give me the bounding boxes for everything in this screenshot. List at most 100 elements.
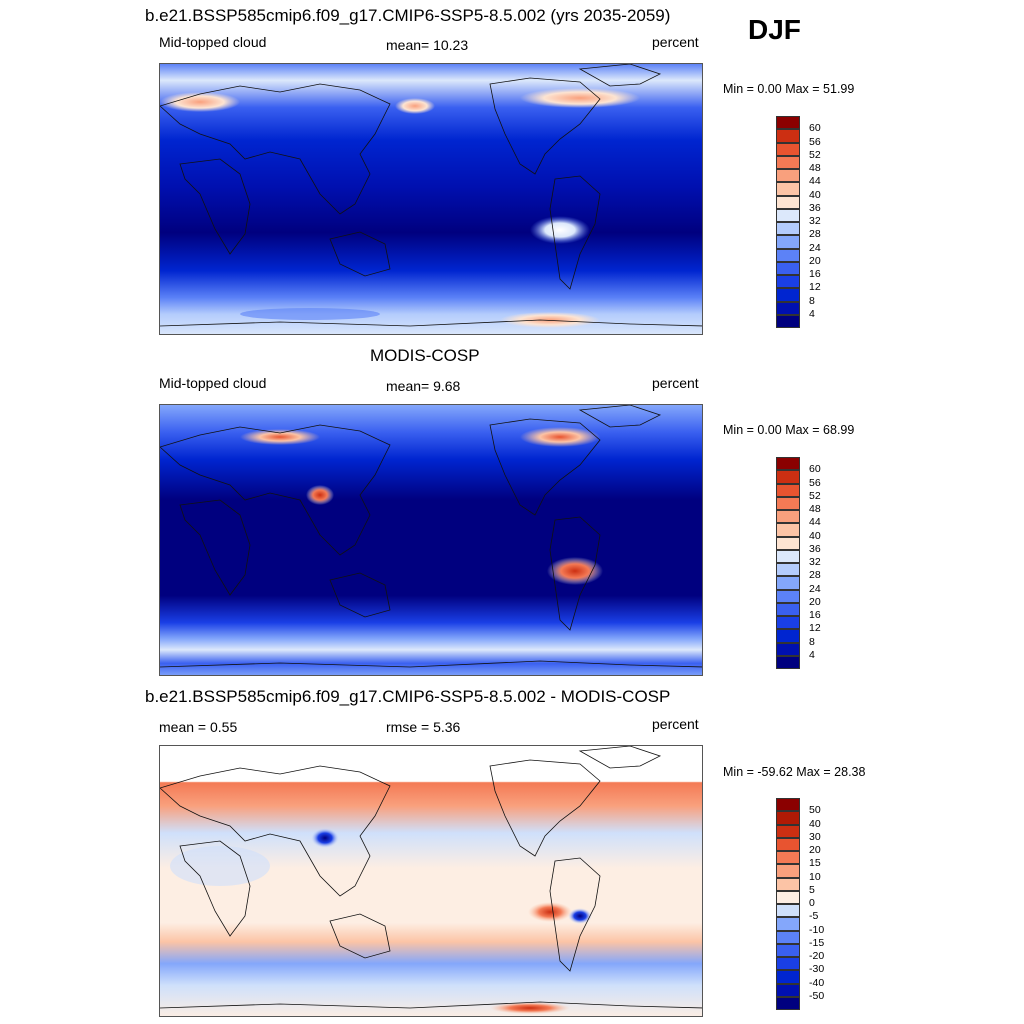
colorbar-swatch bbox=[776, 877, 800, 891]
colorbar-tick-label: -30 bbox=[809, 963, 825, 976]
colorbar-swatch bbox=[776, 930, 800, 944]
colorbar-swatch bbox=[776, 301, 800, 315]
colorbar-tick-label: 52 bbox=[809, 148, 821, 161]
colorbar-tick-label: 15 bbox=[809, 857, 821, 870]
panel1-map-field bbox=[160, 64, 702, 334]
panel2-coastlines bbox=[160, 405, 702, 668]
panel3-colorbar bbox=[776, 798, 800, 1010]
panel2-minmax: Min = 0.00 Max = 68.99 bbox=[723, 423, 855, 437]
panel3-minmax: Min = -59.62 Max = 28.38 bbox=[723, 765, 866, 779]
colorbar-tick-label: 48 bbox=[809, 162, 821, 174]
colorbar-tick-label: 0 bbox=[809, 897, 815, 909]
panel3-center-label: rmse = 5.36 bbox=[386, 719, 461, 735]
colorbar-tick-label: 20 bbox=[809, 844, 821, 856]
colorbar-tick-label: -40 bbox=[809, 976, 825, 989]
colorbar-tick-label: 8 bbox=[809, 635, 815, 648]
colorbar-tick-label: -5 bbox=[809, 910, 819, 923]
panel2-units: percent bbox=[652, 375, 699, 391]
colorbar-tick-label: 20 bbox=[809, 254, 821, 267]
colorbar-tick-label: 40 bbox=[809, 529, 821, 542]
colorbar-tick-label: 24 bbox=[809, 241, 821, 254]
panel3-map-field bbox=[160, 746, 702, 1016]
colorbar-tick-label: 12 bbox=[809, 281, 821, 294]
panel3-map bbox=[159, 745, 703, 1017]
colorbar-tick-label: 44 bbox=[809, 175, 821, 188]
colorbar-swatch bbox=[776, 483, 800, 497]
panel1-left-label: Mid-topped cloud bbox=[159, 34, 267, 50]
colorbar-tick-label: 28 bbox=[809, 228, 821, 241]
colorbar-swatch bbox=[776, 523, 800, 537]
panel2-title: MODIS-COSP bbox=[370, 346, 480, 365]
colorbar-swatch bbox=[776, 576, 800, 590]
colorbar-swatch bbox=[776, 957, 800, 971]
colorbar-swatch bbox=[776, 549, 800, 563]
panel1-colorbar bbox=[776, 116, 800, 328]
colorbar-swatch bbox=[776, 208, 800, 222]
colorbar-swatch bbox=[776, 837, 800, 851]
panel1-minmax: Min = 0.00 Max = 51.99 bbox=[723, 82, 855, 96]
panel1-map bbox=[159, 63, 703, 335]
colorbar-tick-label: 4 bbox=[809, 648, 815, 661]
colorbar-swatch bbox=[776, 904, 800, 918]
colorbar-swatch bbox=[776, 261, 800, 275]
colorbar-tick-label: 24 bbox=[809, 582, 821, 595]
panel1-center-label: mean= 10.23 bbox=[386, 37, 469, 53]
colorbar-tick-label: -15 bbox=[809, 936, 825, 949]
panel1-title: b.e21.BSSP585cmip6.f09_g17.CMIP6-SSP5-8.… bbox=[145, 6, 671, 25]
colorbar-tick-label: -50 bbox=[809, 989, 825, 1002]
colorbar-swatch bbox=[776, 602, 800, 616]
colorbar-swatch bbox=[776, 116, 800, 130]
colorbar-tick-label: 5 bbox=[809, 883, 815, 896]
panel3-coastlines bbox=[160, 746, 702, 1009]
colorbar-swatch bbox=[776, 169, 800, 183]
colorbar-tick-label: 56 bbox=[809, 135, 821, 148]
colorbar-swatch bbox=[776, 182, 800, 196]
colorbar-swatch bbox=[776, 142, 800, 156]
colorbar-swatch bbox=[776, 996, 800, 1010]
colorbar-swatch bbox=[776, 457, 800, 471]
colorbar-swatch bbox=[776, 235, 800, 249]
panel2-left-label: Mid-topped cloud bbox=[159, 375, 267, 391]
colorbar-tick-label: 20 bbox=[809, 595, 821, 608]
colorbar-tick-label: 32 bbox=[809, 556, 821, 568]
colorbar-tick-label: 40 bbox=[809, 188, 821, 201]
colorbar-swatch bbox=[776, 917, 800, 931]
colorbar-tick-label: 36 bbox=[809, 201, 821, 214]
panel3-units: percent bbox=[652, 716, 699, 732]
colorbar-swatch bbox=[776, 470, 800, 484]
colorbar-swatch bbox=[776, 222, 800, 236]
colorbar-tick-label: 16 bbox=[809, 609, 821, 621]
colorbar-swatch bbox=[776, 798, 800, 812]
colorbar-swatch bbox=[776, 629, 800, 643]
colorbar-swatch bbox=[776, 496, 800, 510]
colorbar-swatch bbox=[776, 890, 800, 904]
colorbar-tick-label: -20 bbox=[809, 950, 825, 962]
panel2-map-field bbox=[160, 405, 702, 675]
panel1-units: percent bbox=[652, 34, 699, 50]
colorbar-swatch bbox=[776, 616, 800, 630]
colorbar-swatch bbox=[776, 642, 800, 656]
colorbar-tick-label: 48 bbox=[809, 503, 821, 515]
colorbar-tick-label: 10 bbox=[809, 870, 821, 883]
colorbar-swatch bbox=[776, 983, 800, 997]
colorbar-swatch bbox=[776, 510, 800, 524]
colorbar-swatch bbox=[776, 195, 800, 209]
colorbar-tick-label: 4 bbox=[809, 307, 815, 320]
panel1-coastlines bbox=[160, 64, 702, 327]
colorbar-tick-label: 16 bbox=[809, 268, 821, 280]
colorbar-tick-label: 40 bbox=[809, 817, 821, 830]
colorbar-tick-label: 60 bbox=[809, 463, 821, 476]
panel3-left-label: mean = 0.55 bbox=[159, 719, 238, 735]
colorbar-swatch bbox=[776, 563, 800, 577]
panel3-title: b.e21.BSSP585cmip6.f09_g17.CMIP6-SSP5-8.… bbox=[145, 687, 671, 706]
colorbar-swatch bbox=[776, 288, 800, 302]
colorbar-swatch bbox=[776, 248, 800, 262]
colorbar-swatch bbox=[776, 943, 800, 957]
colorbar-swatch bbox=[776, 129, 800, 143]
colorbar-swatch bbox=[776, 589, 800, 603]
colorbar-tick-label: 50 bbox=[809, 804, 821, 817]
colorbar-tick-label: 30 bbox=[809, 830, 821, 843]
colorbar-swatch bbox=[776, 864, 800, 878]
colorbar-swatch bbox=[776, 851, 800, 865]
colorbar-swatch bbox=[776, 655, 800, 669]
